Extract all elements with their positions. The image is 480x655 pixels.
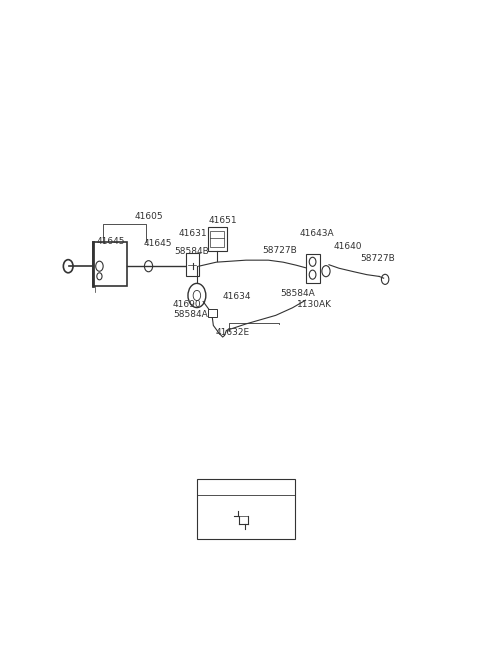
Text: 41690: 41690 — [172, 300, 201, 309]
Text: 41631: 41631 — [178, 229, 207, 238]
Text: 41605: 41605 — [134, 212, 163, 221]
Text: 41643A: 41643A — [300, 229, 335, 238]
Text: 41651: 41651 — [209, 216, 238, 225]
Text: 58584B: 58584B — [175, 246, 209, 255]
Text: 41645: 41645 — [96, 237, 125, 246]
Bar — [208, 309, 216, 317]
Bar — [186, 253, 199, 276]
Text: 41634: 41634 — [223, 292, 252, 301]
Text: 1130AK: 1130AK — [297, 299, 332, 309]
Text: 41640: 41640 — [334, 242, 362, 251]
Text: 58727B: 58727B — [360, 254, 396, 263]
Bar — [210, 231, 225, 246]
Bar — [208, 227, 227, 251]
Text: 58584A: 58584A — [173, 310, 208, 319]
Text: 41632E: 41632E — [216, 328, 250, 337]
Bar — [93, 242, 127, 286]
Text: 58727B: 58727B — [262, 246, 297, 255]
Bar — [305, 253, 320, 283]
Text: 58584A: 58584A — [281, 289, 315, 298]
Bar — [197, 479, 295, 538]
Text: 41645: 41645 — [144, 239, 172, 248]
Text: 58752R: 58752R — [228, 481, 264, 490]
